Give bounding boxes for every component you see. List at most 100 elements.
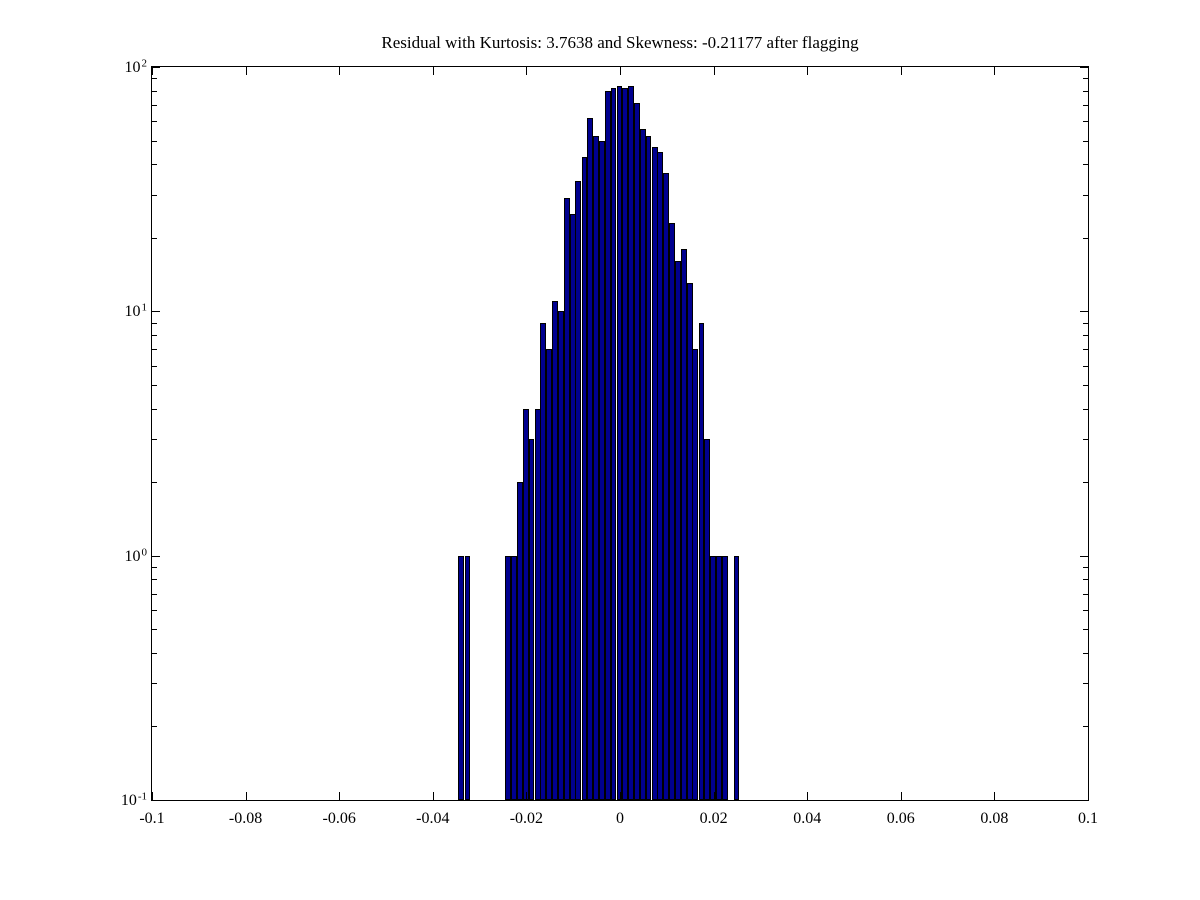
y-minor-tick-right (1083, 194, 1088, 196)
y-minor-tick-right (1083, 384, 1088, 386)
histogram-bar (598, 140, 605, 800)
y-minor-tick (152, 104, 157, 106)
y-minor-tick (152, 194, 157, 196)
histogram-bar (540, 322, 547, 800)
histogram-bar (733, 555, 740, 800)
x-tick-top (432, 67, 434, 75)
y-tick-label: 100 (124, 546, 148, 565)
histogram-bar (686, 283, 693, 800)
histogram-bar (546, 349, 553, 800)
y-minor-tick (152, 349, 157, 351)
x-tick-label: 0 (616, 810, 624, 827)
plot-area (151, 66, 1089, 801)
x-tick-top (1088, 67, 1089, 75)
y-major-tick-right (1080, 555, 1088, 557)
y-minor-tick (152, 683, 157, 685)
x-tick-label: 0.06 (886, 810, 915, 827)
y-minor-tick (152, 482, 157, 484)
x-tick (152, 792, 153, 800)
histogram-bar (675, 261, 681, 800)
histogram-bar (657, 151, 664, 800)
histogram-bar (692, 349, 699, 800)
y-minor-tick (152, 90, 157, 92)
histogram-bar (458, 555, 465, 800)
histogram-bar (552, 301, 558, 800)
y-major-tick (152, 800, 160, 801)
x-tick-label: 0.1 (1078, 810, 1098, 827)
histogram-bar (669, 222, 675, 800)
y-minor-tick-right (1083, 609, 1088, 611)
y-minor-tick-right (1083, 90, 1088, 92)
y-minor-tick (152, 164, 157, 166)
y-major-tick (152, 311, 160, 313)
histogram-bar (516, 482, 523, 800)
histogram-bar (587, 117, 593, 800)
y-minor-tick-right (1083, 104, 1088, 106)
y-major-tick (152, 67, 160, 68)
histogram-bar (534, 408, 541, 800)
y-major-tick-right (1080, 800, 1088, 801)
x-tick-label: -0.04 (416, 810, 450, 827)
x-tick-label: -0.06 (322, 810, 356, 827)
x-tick (339, 792, 341, 800)
y-tick-label: 102 (124, 57, 148, 76)
x-tick (900, 792, 902, 800)
x-tick (245, 792, 247, 800)
histogram-bar (464, 555, 471, 800)
x-tick-top (526, 67, 528, 75)
y-minor-tick-right (1083, 593, 1088, 595)
y-minor-tick-right (1083, 322, 1088, 324)
y-minor-tick (152, 629, 157, 631)
histogram-bar (715, 555, 722, 800)
histogram-bar (563, 198, 570, 800)
y-minor-tick (152, 408, 157, 410)
y-minor-tick-right (1083, 164, 1088, 166)
y-minor-tick (152, 322, 157, 324)
x-tick-label: -0.08 (228, 810, 263, 827)
chart-title: Residual with Kurtosis: 3.7638 and Skewn… (381, 33, 859, 52)
y-minor-tick (152, 78, 157, 80)
histogram-bar (610, 88, 617, 800)
y-major-tick (152, 555, 160, 557)
y-tick-label: 101 (124, 301, 148, 321)
y-minor-tick (152, 335, 157, 336)
y-minor-tick-right (1083, 482, 1088, 484)
x-tick-label: -0.02 (509, 810, 544, 827)
histogram-bar (511, 555, 518, 800)
y-tick-label: 10-1 (120, 790, 147, 809)
y-minor-tick-right (1083, 683, 1088, 685)
histogram-bar (523, 408, 529, 800)
y-minor-tick-right (1083, 726, 1088, 728)
y-minor-tick-right (1083, 579, 1088, 581)
y-minor-tick-right (1083, 140, 1088, 142)
histogram-bar (721, 555, 728, 800)
histogram-bar (663, 172, 670, 800)
x-tick-top (339, 67, 341, 75)
x-tick (994, 792, 996, 800)
x-tick-top (713, 67, 715, 75)
y-minor-tick-right (1083, 408, 1088, 410)
y-minor-tick-right (1083, 439, 1088, 441)
histogram-bar (633, 103, 640, 800)
histogram-bar (575, 181, 582, 800)
y-minor-tick (152, 579, 157, 581)
y-minor-tick-right (1083, 349, 1088, 351)
x-tick-top (620, 67, 621, 75)
histogram-bar (628, 85, 635, 800)
x-tick-top (245, 67, 247, 75)
y-minor-tick-right (1083, 629, 1088, 631)
x-tick-label: 0.02 (699, 810, 728, 827)
histogram-bar (558, 311, 564, 800)
y-minor-tick-right (1083, 78, 1088, 80)
y-minor-tick-right (1083, 121, 1088, 123)
histogram-bar (581, 156, 588, 800)
y-minor-tick-right (1083, 566, 1088, 568)
histogram-bar (569, 214, 576, 800)
histogram-bar (505, 555, 512, 800)
y-minor-tick-right (1083, 365, 1088, 367)
x-tick (713, 792, 715, 800)
x-tick-top (994, 67, 996, 75)
y-minor-tick (152, 121, 157, 123)
histogram-bar (704, 439, 710, 800)
y-minor-tick-right (1083, 237, 1088, 239)
